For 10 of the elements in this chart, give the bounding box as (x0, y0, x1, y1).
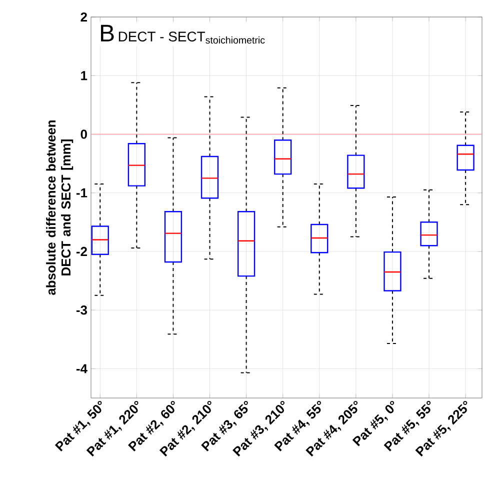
y-tick-label: -1 (76, 188, 88, 198)
y-tick-label: -4 (76, 364, 88, 374)
y-axis-title: absolute difference between DECT and SECT [mm] (46, 120, 74, 295)
y-tick-label: 0 (80, 130, 87, 139)
y-tick-label: 2 (80, 12, 87, 22)
y-tick-label: -2 (76, 246, 87, 256)
annotation: B (101, 24, 114, 42)
text: $\text{DECT - SECT}_{\text{stoichiometric}}$ (118, 32, 265, 44)
y-tick-label: 1 (81, 71, 88, 80)
y-tick-label: -3 (76, 305, 88, 315)
